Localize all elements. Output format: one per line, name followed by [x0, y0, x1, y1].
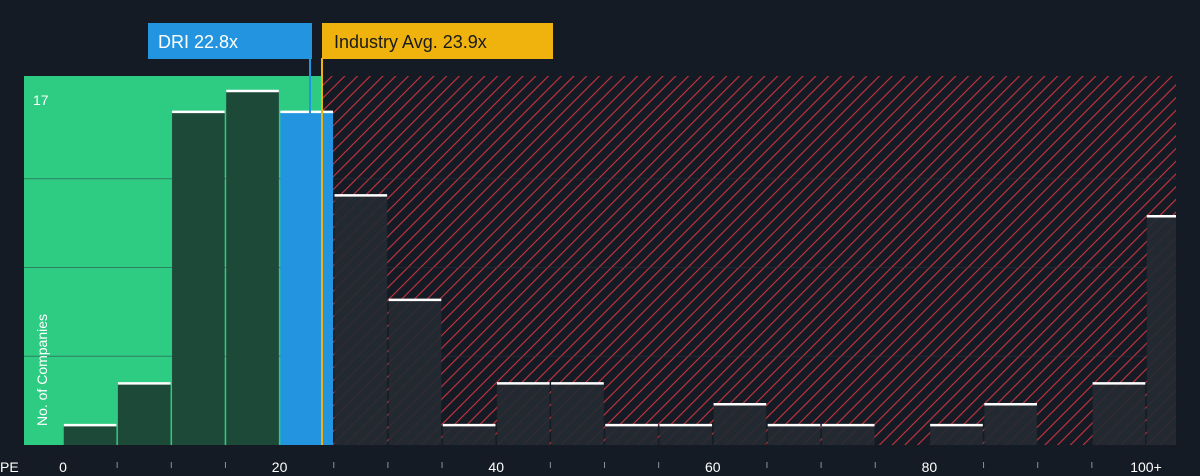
- x-tick-label: 100+: [1130, 459, 1162, 475]
- company-callout-box: [148, 23, 312, 59]
- industry-callout: Industry Avg. 23.9x: [322, 23, 553, 59]
- x-tick-label: 0: [59, 459, 67, 475]
- histogram-bar: [172, 110, 225, 445]
- histogram-bar: [334, 194, 388, 445]
- histogram-bar: [767, 423, 821, 445]
- x-tick-label: 40: [488, 459, 504, 475]
- histogram-bar: [713, 402, 767, 445]
- y-tick-label: 17: [33, 92, 49, 108]
- x-axis-title: PE: [0, 459, 19, 475]
- company-callout-label: DRI 22.8x: [158, 32, 238, 52]
- histogram-bar: [821, 423, 875, 445]
- industry-callout-label: Industry Avg. 23.9x: [334, 32, 487, 52]
- histogram-bar: [551, 382, 604, 445]
- x-tick-label: 60: [705, 459, 721, 475]
- histogram-bar: [930, 423, 983, 445]
- histogram-bar: [63, 423, 117, 445]
- y-axis-title: No. of Companies: [34, 314, 50, 426]
- histogram-bar: [388, 298, 442, 445]
- histogram-bar: [659, 423, 713, 445]
- histogram-bar: [496, 382, 550, 445]
- histogram-bar: [1146, 215, 1176, 445]
- x-tick-label: 80: [922, 459, 938, 475]
- x-axis-ticks: 0 20 40 60 80 100+: [59, 459, 1162, 475]
- company-callout: DRI 22.8x: [148, 23, 312, 59]
- histogram-bar: [984, 402, 1037, 445]
- histogram-bar: [442, 423, 496, 445]
- above-industry-zone: [322, 76, 1176, 445]
- histogram-bar: [605, 423, 658, 445]
- histogram-bar: [280, 110, 333, 445]
- histogram-bar: [1092, 382, 1146, 445]
- histogram-bar: [226, 89, 279, 445]
- industry-callout-box: [322, 23, 553, 59]
- bars: [63, 89, 1176, 445]
- x-tick-label: 20: [272, 459, 288, 475]
- histogram-bar: [117, 382, 171, 445]
